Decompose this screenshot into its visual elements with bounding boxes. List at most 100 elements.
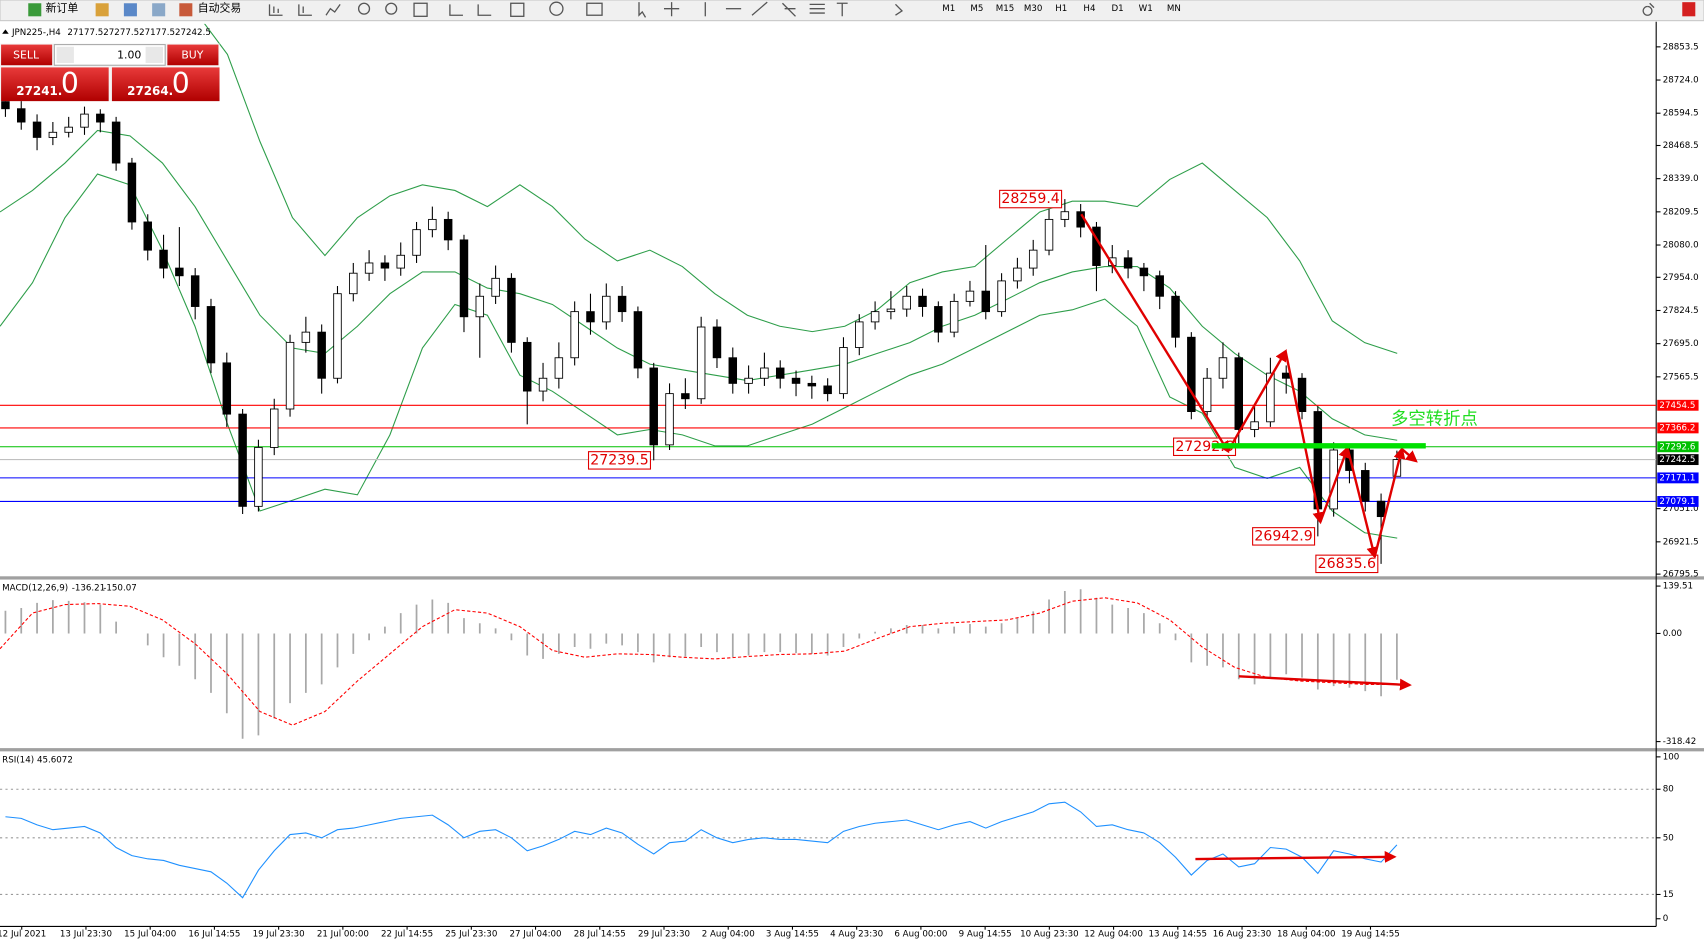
candle-body: [396, 254, 405, 269]
candle-body: [475, 295, 485, 318]
candle-body: [238, 413, 247, 507]
drawn-arrows: [1080, 213, 1418, 863]
buy-button[interactable]: [167, 44, 219, 66]
icon[interactable]: [95, 3, 109, 17]
y-tick-label: 26921.5: [1663, 537, 1699, 547]
x-tick-label: 25 Jul 23:30: [445, 930, 497, 940]
candle-body: [428, 218, 437, 231]
candle-body: [459, 239, 469, 318]
fibo-icon[interactable]: [809, 3, 825, 14]
bid-price[interactable]: 27241.: [16, 84, 62, 98]
symbol: JPN225-,H4: [11, 28, 61, 38]
candle-body: [301, 331, 311, 343]
lots-down[interactable]: [56, 46, 74, 64]
candle-icon[interactable]: [298, 4, 312, 16]
candle-body: [380, 262, 390, 269]
sell-button[interactable]: [1, 44, 53, 66]
candle-body: [902, 295, 911, 310]
y-tick-label: 0: [1663, 914, 1669, 924]
line-chart-icon[interactable]: [325, 3, 341, 16]
sell-label[interactable]: SELL: [13, 48, 39, 61]
ask-price[interactable]: 27264.: [127, 84, 173, 98]
candle-body: [949, 300, 959, 333]
annotation: 27239.5: [590, 452, 648, 468]
zoom-out-icon[interactable]: [385, 2, 398, 15]
new-order-button[interactable]: 新订单: [46, 1, 79, 15]
channel-icon[interactable]: [781, 2, 796, 17]
templates-icon[interactable]: [586, 2, 603, 16]
auto-trading-button[interactable]: 自动交易: [198, 1, 241, 15]
x-tick-label: 13 Aug 14:55: [1149, 930, 1208, 940]
x-tick-label: 6 Aug 00:00: [894, 930, 947, 940]
level-label-bg: [1657, 496, 1699, 507]
candle-body: [538, 377, 548, 392]
trendline-icon[interactable]: [751, 1, 768, 16]
lots-value[interactable]: 1.00: [117, 48, 141, 61]
sell-price-box[interactable]: [1, 67, 109, 102]
icon[interactable]: [123, 3, 137, 17]
bid-pips[interactable]: 0: [61, 67, 79, 100]
candle-body: [1266, 372, 1275, 423]
y-tick-label: 27824.5: [1663, 306, 1699, 316]
candle-body: [1218, 357, 1228, 379]
arrows-icon[interactable]: [895, 3, 904, 16]
x-tick-label: 16 Aug 23:30: [1213, 930, 1272, 940]
lots-up[interactable]: [145, 46, 164, 64]
candle-body: [522, 341, 532, 392]
lots-input[interactable]: [53, 44, 166, 66]
x-tick-label: 27 Jul 04:00: [509, 930, 561, 940]
candle-body: [1028, 249, 1038, 269]
zoom-in-icon[interactable]: [357, 2, 371, 15]
toolbar-bg: [0, 0, 1704, 22]
indicators-icon[interactable]: [510, 2, 525, 17]
candle-body: [554, 357, 564, 379]
arrow: [1226, 349, 1287, 452]
search-icon[interactable]: [1642, 2, 1655, 16]
candle-body: [934, 306, 943, 333]
candle-body: [190, 275, 200, 307]
timeframe-button[interactable]: D1: [1111, 4, 1123, 14]
candle-body: [602, 295, 611, 323]
timeframe-button[interactable]: H1: [1055, 4, 1067, 14]
timeframe-button[interactable]: H4: [1083, 4, 1096, 14]
timeframe-button[interactable]: M15: [996, 4, 1015, 14]
candle-body: [886, 308, 896, 313]
timeframe-button[interactable]: MN: [1167, 4, 1181, 14]
arrow: [1319, 445, 1350, 523]
buy-price-box[interactable]: [111, 67, 220, 102]
candle-body: [507, 277, 516, 343]
candle-body: [1060, 211, 1070, 220]
ask-pips[interactable]: 0: [172, 67, 190, 100]
timeframe-button[interactable]: M30: [1024, 4, 1043, 14]
candle-body: [175, 267, 184, 277]
buy-label[interactable]: BUY: [181, 48, 203, 61]
icon[interactable]: [152, 3, 166, 17]
timeframe-button[interactable]: M1: [942, 4, 955, 14]
candle-body: [143, 221, 152, 251]
timeframe-button[interactable]: M5: [970, 4, 983, 14]
alert-icon[interactable]: [1682, 2, 1696, 17]
periods-icon[interactable]: [549, 1, 564, 16]
candle-body: [1123, 257, 1133, 269]
y-tick-label: 28594.5: [1663, 109, 1699, 119]
candle-body: [586, 311, 595, 323]
cursor-icon[interactable]: [638, 2, 647, 18]
tile-icon[interactable]: [413, 2, 428, 17]
bar-chart-icon[interactable]: [268, 4, 283, 16]
crosshair-icon[interactable]: [663, 2, 680, 17]
macd-title: MACD(12,26,9): [2, 584, 68, 594]
auto-trading-icon[interactable]: [179, 3, 193, 17]
level-label-bg: [1657, 422, 1699, 434]
shift-icon[interactable]: [449, 4, 463, 16]
new-order-icon[interactable]: [28, 3, 42, 17]
y-tick-label: 26795.5: [1663, 570, 1699, 580]
candle-body: [965, 290, 975, 302]
rsi-line: [5, 801, 1398, 899]
autoscroll-icon[interactable]: [477, 4, 492, 16]
candle-body: [17, 108, 26, 123]
timeframe-button[interactable]: W1: [1139, 4, 1153, 14]
annotation: 28259.4: [1001, 191, 1059, 207]
candle-body: [665, 393, 674, 446]
text-icon[interactable]: [836, 2, 848, 17]
